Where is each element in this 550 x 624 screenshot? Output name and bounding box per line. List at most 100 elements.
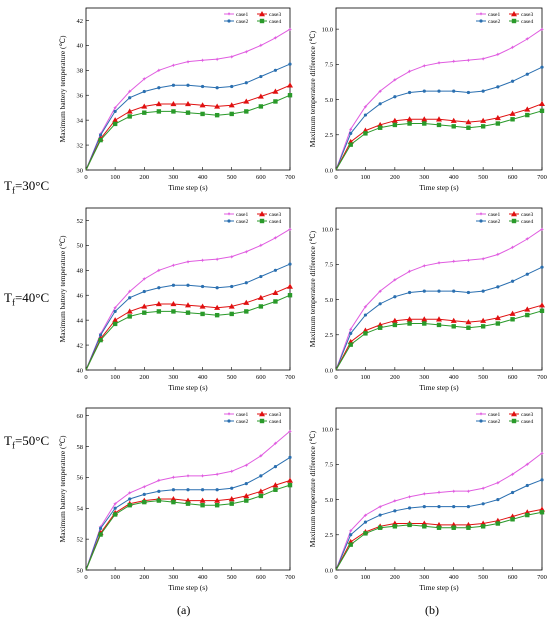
data-point-case1: ✦ [258,243,263,250]
x-tick-label: 100 [361,574,371,581]
data-point-case1: ✦ [407,269,412,276]
data-point-case3 [243,299,250,305]
series-line-case2 [85,263,291,371]
chart-panel-1: 0 100 200 300 400 500 600 700 30 32 34 36 38 40 42 Time… [58,7,295,192]
data-point-case3 [524,106,531,112]
data-point-case1: ✦ [481,485,486,492]
data-point-case2 [259,74,263,79]
data-point-case1: ✦ [215,472,220,479]
y-tick-label: 2.5 [325,132,333,139]
data-point-case1: ✦ [436,260,441,267]
x-tick-label: 500 [478,574,488,581]
data-point-case3 [214,103,221,109]
legend-label: case2 [236,419,248,425]
data-point-case1: ✦ [481,56,486,63]
x-tick-label: 400 [198,174,208,181]
data-point-case1: ✦ [244,249,249,256]
data-point-case1: ✦ [215,56,220,63]
data-point-case4 [287,93,293,98]
legend-item-case3: case3 [509,411,533,418]
data-point-case2 [288,455,292,459]
data-point-case3 [155,100,162,107]
data-point-case2 [244,81,248,85]
data-point-case2 [273,268,278,272]
data-point-case1: ✦ [451,259,456,266]
data-point-case4 [510,117,515,122]
data-point-case1: ✦ [200,258,205,265]
x-tick-label: 400 [198,574,208,581]
data-point-case4 [525,112,530,118]
y-tick-label: 7.5 [325,462,333,469]
data-point-case2 [186,83,190,87]
data-point-case2 [481,502,485,506]
data-point-case3 [287,283,293,289]
data-point-case2 [378,302,382,306]
y-tick-label: 0.0 [325,167,333,174]
data-point-case2 [230,284,234,289]
data-point-case3 [494,314,501,321]
data-point-case1: ✦ [407,69,412,76]
x-tick-label: 600 [256,374,266,381]
legend-marker [259,11,265,17]
data-point-case1: ✦ [422,63,427,70]
data-point-case2 [230,486,234,490]
legend-marker [479,419,483,423]
data-point-case4 [273,487,278,492]
data-point-case3 [539,302,545,308]
y-axis-label: Maximum battery temperature (℃) [58,435,67,542]
data-point-case4 [185,310,191,315]
data-point-case1: ✦ [273,235,278,242]
data-point-case4 [539,108,545,114]
y-tick-label: 7.5 [325,62,333,69]
data-point-case1: ✦ [185,473,190,480]
data-point-case1: ✦ [171,263,176,270]
legend-item-case1: ✦ case1 [476,11,500,18]
data-point-case3 [272,88,279,94]
data-point-case1: ✦ [525,36,530,43]
legend-label: case2 [488,19,500,25]
data-point-case4 [112,512,118,517]
x-tick-label: 200 [139,574,149,581]
data-point-case2 [407,506,412,510]
data-point-case4 [98,337,103,343]
data-point-case2 [113,109,117,114]
plot-frame [85,7,291,171]
data-point-case3 [391,117,398,123]
data-point-case2 [422,289,426,293]
data-point-case2 [363,313,368,317]
data-point-case1: ✦ [348,326,353,333]
chart-panel-2: 0 100 200 300 400 500 600 700 0.0 2.5 5.0 7.5 10.0 Ti… [308,7,547,192]
data-point-case1: ✦ [156,268,161,275]
data-point-case2 [496,85,500,89]
data-point-case1: ✦ [156,478,161,485]
legend-item-case4: case4 [257,18,281,25]
x-tick-label: 700 [537,574,547,581]
y-tick-label: 2.5 [325,332,333,339]
data-point-case1: ✦ [525,462,530,469]
data-point-case4 [244,309,249,314]
plot-frame [335,7,543,171]
data-point-case1: ✦ [392,77,397,84]
legend: ✦ case1 case3 case2 case4 [224,11,281,25]
data-point-case4 [127,114,132,119]
data-point-case2 [540,478,544,482]
data-point-case2 [349,131,353,135]
y-axis-label: Maximum battery temperature (℃) [58,235,67,342]
x-tick-label: 100 [110,174,120,181]
y-tick-label: 5.0 [325,297,333,304]
legend: ✦ case1 case3 case2 case4 [476,411,533,425]
data-point-case2 [525,72,529,76]
y-tick-label: 10.0 [322,426,333,433]
data-point-case4 [112,121,118,127]
data-point-case2 [142,89,146,94]
data-point-case1: ✦ [466,57,471,64]
data-point-case1: ✦ [171,63,176,70]
data-point-case3 [257,93,264,99]
data-point-case4 [480,124,486,129]
legend-label: case4 [269,419,281,425]
data-point-case2 [363,520,368,524]
y-tick-label: 0.0 [325,367,333,374]
data-point-case2 [171,83,176,87]
legend-item-case2: case2 [476,419,500,425]
data-point-case4 [273,99,278,104]
